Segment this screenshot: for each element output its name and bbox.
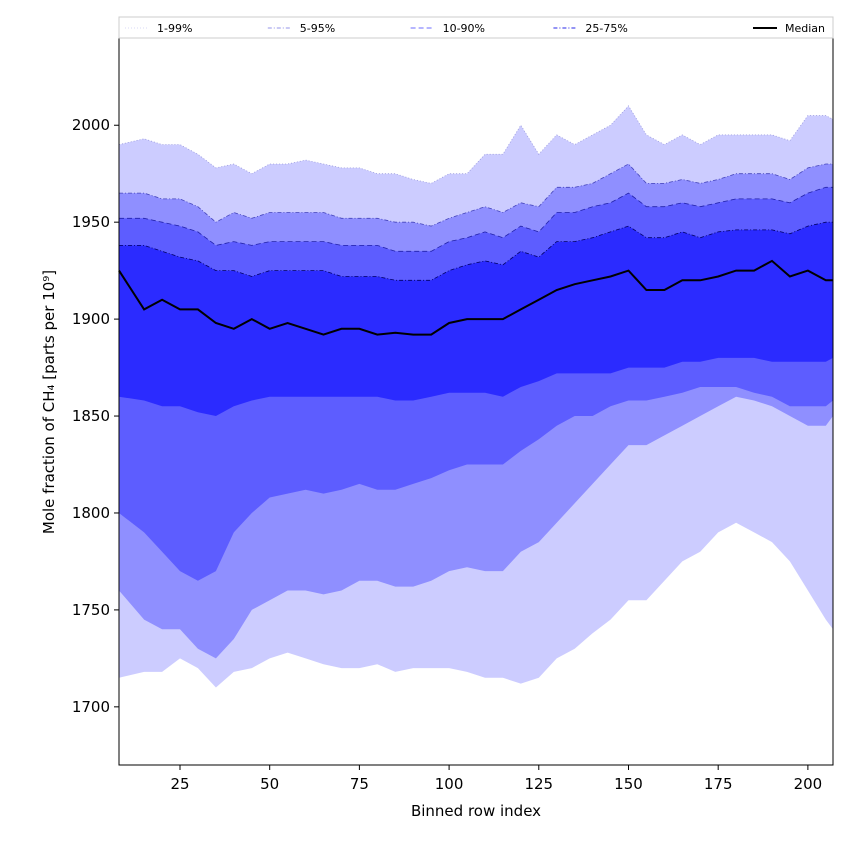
y-axis-label: Mole fraction of CH₄ [parts per 10⁹]: [40, 270, 58, 534]
percentile-bands: [118, 105, 834, 688]
median-line: [118, 259, 833, 336]
x-tick-label: 75: [350, 775, 369, 793]
y-tick-label: 1950: [72, 213, 110, 231]
legend-label: 5-95%: [300, 22, 335, 35]
band-edge-5-95%: [119, 163, 833, 227]
legend-label: 1-99%: [157, 22, 192, 35]
y-tick-label: 1700: [72, 698, 110, 716]
x-tick-label: 25: [170, 775, 189, 793]
x-tick-label: 175: [704, 775, 733, 793]
y-axis: 1700 1750 1800 1850 1900 1950 2000: [72, 116, 119, 716]
x-axis: 25 50 75 100 125 150 175 200: [170, 765, 822, 793]
y-tick-label: 1800: [72, 504, 110, 522]
median-layer: [118, 259, 833, 336]
x-tick-label: 200: [794, 775, 823, 793]
y-tick-label: 1850: [72, 407, 110, 425]
y-tick-label: 1900: [72, 310, 110, 328]
x-tick-label: 150: [614, 775, 643, 793]
legend-label: Median: [785, 22, 825, 35]
legend-label: 25-75%: [585, 22, 627, 35]
band-edge-10-90%: [119, 186, 833, 252]
y-tick-label: 2000: [72, 116, 110, 134]
x-axis-label: Binned row index: [411, 802, 541, 820]
x-tick-label: 100: [435, 775, 464, 793]
legend-label: 10-90%: [443, 22, 485, 35]
legend: 1-99% 5-95% 10-90% 25-75% Median: [118, 16, 834, 39]
x-tick-label: 50: [260, 775, 279, 793]
legend-box: [118, 16, 834, 39]
x-tick-label: 125: [524, 775, 553, 793]
band-edge-25-75%: [119, 221, 833, 281]
y-tick-label: 1750: [72, 601, 110, 619]
